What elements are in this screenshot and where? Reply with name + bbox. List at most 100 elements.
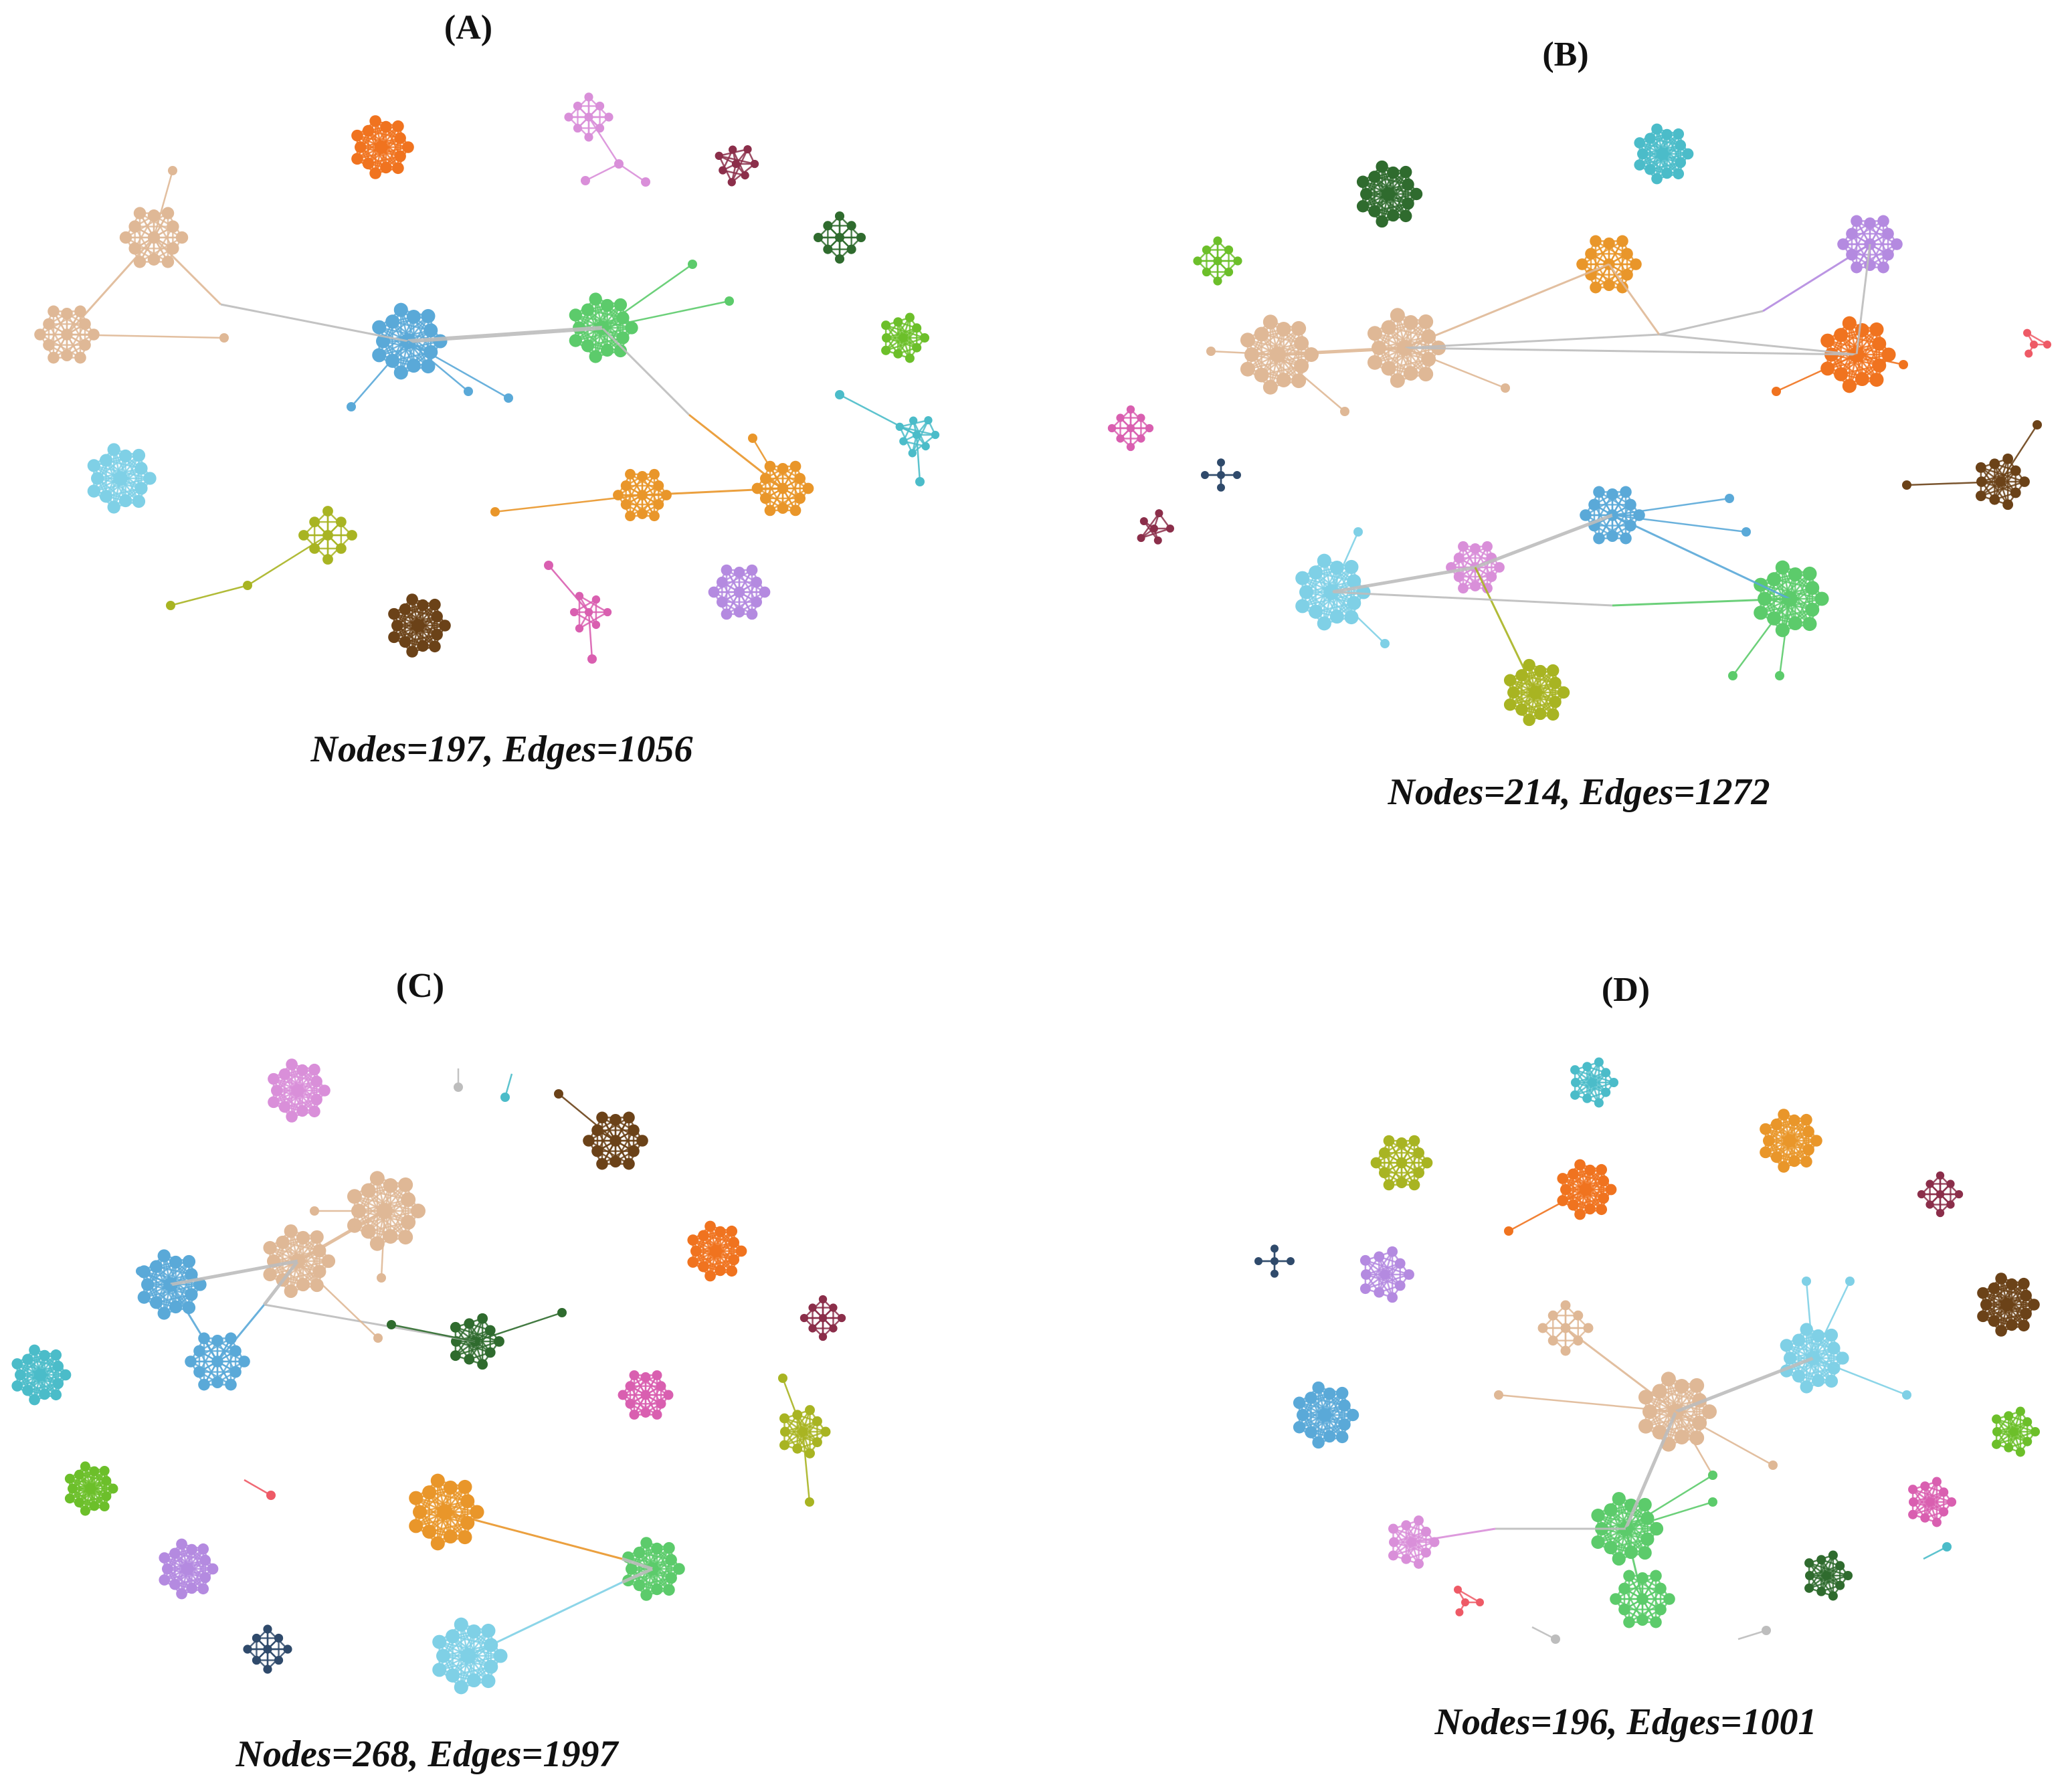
- cluster-red-node: [2030, 341, 2038, 349]
- cluster-maroon-node: [818, 1332, 828, 1341]
- cluster-cyan-node: [1637, 148, 1649, 160]
- link-edge: [1331, 591, 1613, 607]
- cluster-cyan-node: [1673, 168, 1685, 180]
- cluster-olive-node: [1383, 1179, 1395, 1191]
- cluster-orange-node: [1557, 1173, 1569, 1184]
- cluster-green-node: [1638, 1545, 1652, 1560]
- cluster-orange-light-2-node: [637, 508, 648, 520]
- panel-c-network: [11, 1058, 846, 1695]
- cluster-dark-green-node: [1387, 209, 1400, 222]
- cluster-sky-node: [1784, 1351, 1797, 1365]
- cluster-blue-node: [1624, 498, 1636, 511]
- leaf-node: [1708, 1497, 1717, 1507]
- link-edge: [153, 170, 174, 238]
- cluster-brown-node: [596, 1111, 608, 1124]
- link-edge: [1624, 1528, 1644, 1600]
- link-edge: [407, 341, 469, 392]
- cluster-tan-node: [1638, 1418, 1653, 1434]
- leaf-node: [166, 601, 175, 610]
- cluster-brown-node: [2028, 1299, 2040, 1311]
- cluster-dark-green-node: [484, 1347, 496, 1358]
- cluster-dark-green-node: [834, 232, 845, 243]
- cluster-purple: [708, 564, 771, 620]
- cluster-dark-green-edge: [1820, 1565, 1841, 1592]
- panel-c: (C) Nodes=268, Edges=1997: [11, 967, 846, 1775]
- cluster-olive-node: [779, 1413, 789, 1424]
- cluster-blue-node: [1580, 509, 1592, 521]
- cluster-green-node: [1638, 1497, 1652, 1512]
- cluster-sky-node: [143, 472, 157, 485]
- cluster-dark-green-node: [1376, 215, 1388, 228]
- cluster-green-node: [625, 321, 638, 335]
- cluster-magenta-node: [1126, 405, 1135, 414]
- cluster-brown-node: [1977, 1287, 1989, 1299]
- cluster-maroon-node: [727, 178, 736, 187]
- cluster-orange-light-node: [1788, 1155, 1800, 1167]
- cluster-olive-node: [1534, 664, 1547, 678]
- cluster-cyan-node: [1570, 1090, 1580, 1100]
- cluster-red-node: [1454, 1585, 1462, 1594]
- cluster-tan-2-node: [1390, 308, 1405, 323]
- leaf-node: [347, 402, 356, 411]
- cluster-olive-node: [1546, 664, 1560, 677]
- cluster-olive-node: [309, 516, 320, 528]
- cluster-sky-node: [466, 1673, 481, 1688]
- cluster-orange-node: [362, 157, 375, 170]
- cluster-brown-node: [1975, 462, 1986, 473]
- cluster-orange-node: [394, 150, 406, 163]
- cluster-orange-light-node: [470, 1505, 484, 1519]
- cluster-brown-node: [439, 620, 451, 632]
- link-edge: [1778, 598, 1791, 676]
- cluster-cyan-node: [1608, 1077, 1619, 1088]
- cluster-tan-2-node: [61, 349, 73, 361]
- cluster-blue-node: [1323, 1430, 1336, 1443]
- cluster-blue-node: [1323, 1387, 1336, 1400]
- link-edge: [601, 300, 730, 329]
- cluster-dark-green-node: [1804, 1558, 1814, 1568]
- cluster-navy-node: [263, 1665, 272, 1674]
- cluster-brown-node: [609, 1155, 622, 1167]
- link-edge: [1331, 565, 1476, 594]
- cluster-orange-node: [728, 1236, 740, 1248]
- cluster-purple-node: [1359, 1283, 1371, 1295]
- cluster-sky: [432, 1617, 508, 1695]
- cluster-orange-node: [735, 1245, 747, 1257]
- cluster-orange-light-node: [1760, 1146, 1772, 1159]
- cluster-maroon-node: [1139, 516, 1148, 525]
- cluster-dark-green-node: [1402, 197, 1414, 210]
- link-edge: [1675, 1411, 1714, 1476]
- cluster-pink-node: [1453, 553, 1465, 563]
- cluster-orange-node: [1605, 1184, 1617, 1196]
- cluster-brown-node: [412, 620, 424, 632]
- cluster-dark-green-node: [464, 1318, 475, 1329]
- cluster-pink-node: [268, 1096, 280, 1109]
- cluster-dark-green-node: [846, 244, 856, 254]
- cluster-navy: [1254, 1244, 1295, 1278]
- cluster-orange-node: [380, 120, 392, 133]
- cluster-tan-node: [1702, 1404, 1717, 1419]
- cluster-blue-2-node: [225, 1332, 237, 1345]
- cluster-brown-node: [399, 603, 411, 616]
- cluster-brown: [1975, 453, 2030, 510]
- cluster-sky-node: [436, 1649, 451, 1663]
- cluster-pink-node: [1388, 1523, 1398, 1534]
- link-edge: [802, 1431, 811, 1503]
- cluster-lime-node: [2008, 1426, 2019, 1437]
- cluster-blue-node: [372, 320, 387, 335]
- cluster-lime-node: [2004, 1411, 2014, 1421]
- cluster-pink: [268, 1058, 331, 1123]
- cluster-tan-2: [34, 305, 100, 364]
- cluster-olive-node: [1378, 1147, 1390, 1159]
- cluster-green-2-node: [1663, 1593, 1675, 1605]
- leaf-node: [1728, 671, 1737, 680]
- link-edge: [1625, 1474, 1713, 1530]
- cluster-orange-light-2-edge: [641, 485, 660, 514]
- cluster-brown-node: [591, 1145, 603, 1157]
- cluster-cyan-node: [1657, 148, 1669, 160]
- link-edge: [587, 116, 620, 165]
- cluster-magenta-node: [652, 1409, 662, 1420]
- cluster-purple-node: [1882, 248, 1894, 261]
- cluster-orange-node: [351, 153, 363, 165]
- cluster-brown-node: [2020, 1289, 2032, 1302]
- cluster-green-node: [1649, 1521, 1664, 1536]
